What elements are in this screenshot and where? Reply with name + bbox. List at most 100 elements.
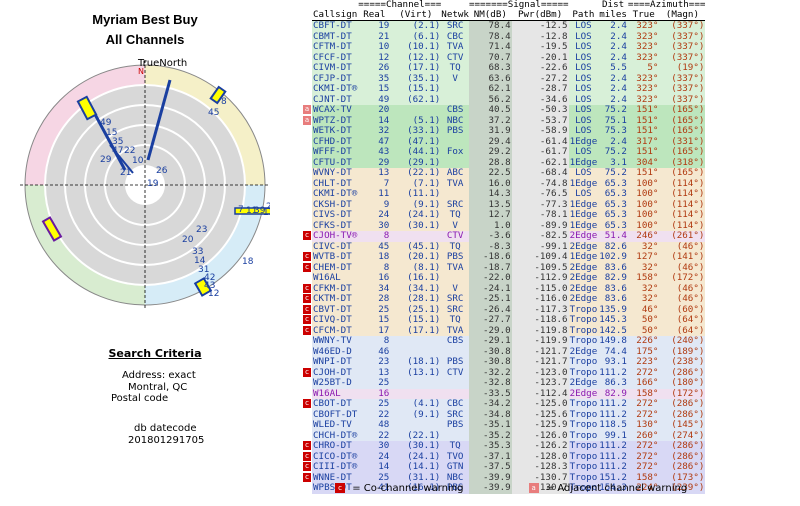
table-row[interactable]: CKMI-DT® 11 (11.1) 14.3 -76.5 LOS 65.3 100° (114… — [312, 188, 706, 200]
datecode-label: db datecode — [134, 423, 197, 434]
col-real[interactable]: Real — [358, 10, 391, 21]
table-row[interactable]: W16AL 16 (16.1) -22.0 -112.9 2Edge 82.9 158° (17… — [312, 272, 706, 284]
table-row[interactable]: CJOH-DT c 13 (13.1) CTV -32.2 -123.0 Tropo 111.2… — [303, 367, 706, 378]
table-row[interactable]: WLED-TV 48 PBS -35.1 -125.9 Tropo 118.5 130° (14… — [312, 419, 706, 431]
table-row[interactable]: CFKM-DT c 34 (34.1) V -24.1 -115.0 2Edge 83.6 32°… — [303, 283, 706, 294]
table-row[interactable]: WCAX-TV a 20 CBS 40.5 -50.3 LOS 75.2 151° (165°) — [303, 104, 706, 116]
table-row[interactable]: CBFT-DT 19 (2.1) SRC 78.4 -12.5 LOS 2.4 323° (337… — [312, 20, 706, 32]
highlight-49 — [76, 95, 98, 121]
true-azimuth-cell: 175° — [636, 345, 659, 357]
table-row[interactable]: CIVQ-DT c 15 (15.1) TQ -27.7 -118.6 Tropo 145.3 5… — [303, 314, 706, 326]
miles-cell: 75.2 — [604, 167, 627, 178]
col-netwk[interactable]: Netwk — [441, 9, 469, 21]
table-row[interactable]: CFHD-DT 47 (47.1) 29.4 -61.4 1Edge 2.4 317° (331… — [312, 136, 706, 147]
table-row[interactable]: CFKS-DT 30 (30.1) V 1.0 -89.9 1Edge 65.3 100° (11… — [312, 219, 706, 231]
table-row[interactable]: CICO-DT® c 24 (24.1) TVO -37.1 -128.0 Tropo 111.… — [303, 450, 706, 462]
table-row[interactable]: CIII-DT® c 14 (14.1) GTN -37.5 -128.3 Tropo 111.… — [303, 461, 706, 473]
table-row[interactable]: W46ED-D 46 -30.8 -121.7 2Edge 74.4 175° (189°) — [312, 345, 706, 357]
path-cell: Tropo — [569, 398, 598, 409]
miles-cell: 82.9 — [604, 272, 627, 283]
table-row[interactable]: WPTZ-DT a 14 (5.1) NBC 37.2 -53.7 LOS 75.1 151° (1… — [303, 114, 706, 126]
table-row[interactable]: CHEM-DT c 8 (8.1) TVA -18.7 -109.5 2Edge 83.6 32°… — [303, 262, 706, 273]
table-row[interactable]: CFCM-DT c 17 (17.1) TVA -29.0 -119.8 Tropo 142.5… — [303, 325, 706, 336]
callsign-cell: CHLT-DT — [313, 177, 352, 189]
table-row[interactable]: CFTU-DT 29 (29.1) 28.8 -62.1 1Edge 3.1 304° (318… — [312, 157, 706, 168]
co-channel-warning-icon: c — [303, 252, 311, 261]
path-cell: LOS — [575, 114, 592, 126]
pwr-dbm-cell: -74.8 — [511, 178, 569, 189]
pwr-dbm-cell: -76.5 — [511, 188, 569, 200]
table-row[interactable]: W16AL 16 -33.5 -112.4 2Edge 82.9 158° (172°) — [312, 388, 706, 399]
col-virt[interactable]: (Virt) — [390, 10, 442, 21]
table-row[interactable]: WFFF-DT 43 (44.1) Fox 29.2 -61.7 LOS 75.2 151° (1… — [312, 146, 706, 158]
table-row[interactable]: W25BT-D 25 -32.8 -123.7 2Edge 86.3 166° (180°) — [312, 377, 706, 389]
miles-cell: 83.6 — [604, 293, 627, 304]
col-pwr[interactable]: Pwr(dBm) — [511, 10, 569, 21]
col-magn[interactable]: (Magn) — [659, 10, 706, 21]
miles-cell: 75.2 — [604, 146, 627, 157]
table-row[interactable]: CBMT-DT 21 (6.1) CBC 78.4 -12.8 LOS 2.4 323° (337… — [312, 31, 706, 42]
nm-db-cell: 62.1 — [468, 83, 512, 95]
table-row[interactable]: WVNY-DT 13 (22.1) ABC 22.5 -68.4 LOS 75.2 151° (1… — [312, 167, 706, 179]
table-row[interactable]: WNNE-DT c 25 (31.1) NBC -39.9 -130.7 Tropo 151.2… — [303, 472, 706, 483]
callsign-cell: CKMI-DT® — [313, 188, 358, 199]
table-row[interactable]: WWNY-TV 8 CBS -29.1 -119.9 Tropo 149.8 226° (240… — [312, 335, 706, 347]
table-row[interactable]: CKTM-DT c 28 (28.1) SRC -25.1 -116.0 2Edge 83.6 3… — [303, 293, 706, 305]
virtual-channel-cell: (24.1) — [407, 209, 441, 220]
true-azimuth-cell: 151° — [636, 125, 659, 136]
table-row[interactable]: CIVM-DT 26 (17.1) TQ 68.3 -22.6 LOS 5.5 5° (19°) — [312, 62, 706, 74]
table-row[interactable]: CBVT-DT c 25 (25.1) SRC -26.4 -117.3 Tropo 135.9… — [303, 304, 706, 315]
virtual-channel-cell — [390, 231, 441, 242]
table-row[interactable]: CFJP-DT 35 (35.1) V 63.6 -27.2 LOS 2.4 323° (337°… — [312, 73, 706, 84]
true-azimuth-cell: 151° — [636, 146, 659, 157]
table-row[interactable]: CJNT-DT 49 (62.1) 56.2 -34.6 LOS 2.4 323° (337°) — [312, 94, 706, 105]
pwr-dbm-cell: -121.7 — [511, 356, 569, 368]
path-cell: Tropo — [569, 419, 598, 430]
datecode-value: 201801291705 — [128, 435, 205, 446]
virtual-channel-cell: (16.1) — [407, 272, 441, 283]
co-channel-warning-icon: c — [303, 315, 311, 324]
table-row[interactable]: CIVC-DT 45 (45.1) TQ -8.3 -99.1 2Edge 82.6 32° (4… — [312, 241, 706, 252]
pwr-dbm-cell: -12.8 — [511, 31, 569, 42]
table-row[interactable]: WVTB-DT c 18 (20.1) PBS -18.6 -109.4 1Edge 102.9… — [303, 251, 706, 263]
page-subtitle: All Channels — [105, 32, 185, 47]
table-row[interactable]: CFCF-DT 12 (12.1) CTV 70.7 -20.1 LOS 2.4 323° (33… — [312, 52, 706, 63]
table-row[interactable]: CBOFT-DT 22 (9.1) SRC -34.8 -125.6 Tropo 111.2 2… — [312, 408, 706, 420]
table-row[interactable]: CFTM-DT 10 (10.1) TVA 71.4 -19.5 LOS 2.4 323° (33… — [312, 41, 706, 53]
col-path[interactable]: Path — [568, 10, 599, 21]
col-nm[interactable]: NM(dB) — [468, 10, 512, 21]
miles-cell: 65.3 — [604, 219, 627, 231]
table-row[interactable]: WETK-DT 32 (33.1) PBS 31.9 -58.9 LOS 75.3 151° (1… — [312, 125, 706, 137]
pwr-dbm-cell: -125.0 — [511, 398, 569, 410]
col-callsign[interactable]: Callsign — [312, 9, 359, 21]
virtual-channel-cell: (15.1) — [407, 314, 441, 325]
true-azimuth-cell: 272° — [636, 461, 659, 472]
table-row[interactable]: WPBS-DT 41 (16.1) PBS -39.9 -130.7 Tropo 154.3 2… — [312, 482, 706, 494]
magnetic-azimuth-cell: (286°) — [671, 408, 705, 420]
col-miles[interactable]: miles — [598, 9, 628, 21]
miles-cell: 111.2 — [599, 440, 627, 451]
nm-db-cell: -18.7 — [468, 262, 512, 273]
path-cell: Tropo — [569, 314, 598, 325]
table-row[interactable]: CHCH-DT® 22 (22.1) -35.2 -126.0 Tropo 99.1 260°… — [312, 429, 706, 441]
table-row[interactable]: CKMI-DT® 15 (15.1) 62.1 -28.7 LOS 2.4 323° (337°… — [312, 83, 706, 95]
true-azimuth-cell: 100° — [636, 188, 659, 199]
path-cell: Tropo — [569, 450, 598, 462]
callsign-cell: CHCH-DT® — [313, 429, 358, 441]
channel-table-body: CBFT-DT 19 (2.1) SRC 78.4 -12.5 LOS 2.4 323° (337… — [303, 20, 706, 494]
nm-db-cell: -37.1 — [468, 451, 512, 462]
pwr-dbm-cell: -50.3 — [511, 104, 569, 116]
table-row[interactable]: CHLT-DT 7 (7.1) TVA 16.0 -74.8 1Edge 65.3 100° (1… — [312, 177, 706, 189]
col-true[interactable]: True — [627, 10, 660, 21]
magnetic-azimuth-cell: (286°) — [671, 450, 705, 462]
nm-db-cell: 78.4 — [468, 20, 512, 32]
network-cell: TQ — [449, 440, 461, 451]
table-row[interactable]: CBOT-DT c 25 (4.1) CBC -34.2 -125.0 Tropo 111.2 2… — [303, 398, 706, 410]
table-row[interactable]: CJOH-TV® c 8 CTV -3.6 -82.5 2Edge 51.4 246° (261°… — [303, 230, 706, 242]
group-header-row: =====Channel=== =======Signal===== Dist … — [312, 0, 705, 10]
pwr-dbm-cell: -130.7 — [511, 482, 569, 494]
table-row[interactable]: CIVS-DT 24 (24.1) TQ 12.7 -78.1 1Edge 65.3 100° (… — [312, 209, 706, 221]
table-row[interactable]: WNPI-DT 23 (18.1) PBS -30.8 -121.7 Tropo 93.1 22… — [312, 356, 706, 368]
table-row[interactable]: CKSH-DT 9 (9.1) SRC 13.5 -77.3 1Edge 65.3 100° (1… — [312, 199, 706, 210]
table-row[interactable]: CHRO-DT c 30 (30.1) TQ -35.3 -126.2 Tropo 111.2 2… — [303, 440, 706, 452]
